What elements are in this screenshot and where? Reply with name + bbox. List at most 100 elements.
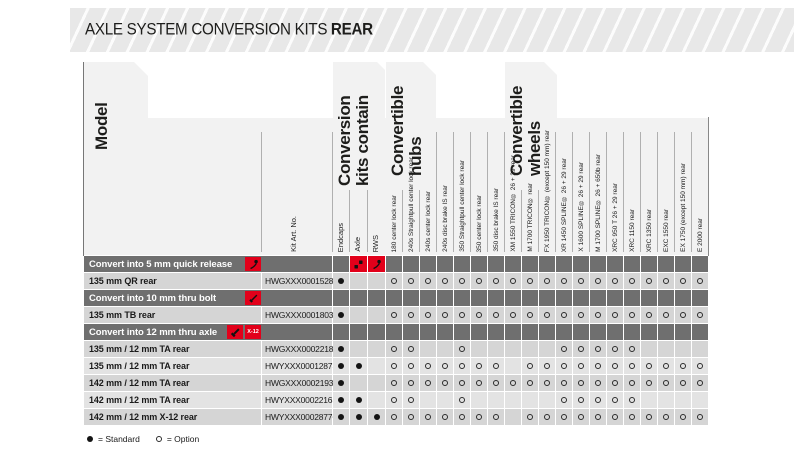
- endcaps-cell: [333, 409, 349, 425]
- endcaps-cell: [333, 307, 349, 323]
- section-header-cell: [333, 290, 349, 306]
- option-dot-icon: [680, 414, 686, 420]
- option-cell: [403, 273, 419, 289]
- standard-dot-icon: [338, 278, 344, 284]
- option-cell: [641, 307, 657, 323]
- option-dot-icon: [408, 363, 414, 369]
- option-cell: [590, 375, 606, 391]
- column-divider: [589, 132, 590, 252]
- option-cell: [420, 375, 436, 391]
- option-dot-icon: [612, 312, 618, 318]
- section-header-cell: [488, 290, 504, 306]
- option-dot-icon: [561, 380, 567, 386]
- option-cell: [641, 273, 657, 289]
- section-header-cell: [573, 290, 589, 306]
- option-cell: [420, 273, 436, 289]
- section-header-cell: [573, 324, 589, 340]
- option-dot-icon: [476, 380, 482, 386]
- option-dot-icon: [476, 363, 482, 369]
- option-dot-icon: [476, 278, 482, 284]
- option-cell: [658, 392, 674, 408]
- column-label: X 1600 SPLINE® 26 + 29 rear: [577, 162, 585, 252]
- option-cell: [539, 392, 555, 408]
- option-dot-icon: [561, 278, 567, 284]
- option-cell: [624, 392, 640, 408]
- section-header-cell: [556, 290, 572, 306]
- column-label: XR 1450 SPLINE® 26 + 29 rear: [560, 157, 568, 252]
- section-header-cell: [556, 324, 572, 340]
- option-dot-icon: [680, 380, 686, 386]
- option-cell: [454, 307, 470, 323]
- option-cell: [624, 358, 640, 374]
- section-header-cell: [386, 256, 402, 272]
- option-cell: [641, 392, 657, 408]
- column-divider: [470, 132, 471, 252]
- option-dot-icon: [459, 312, 465, 318]
- option-cell: [505, 273, 521, 289]
- column-divider: [436, 132, 437, 252]
- option-cell: [692, 375, 708, 391]
- option-dot-icon: [527, 414, 533, 420]
- model-column-tab: [84, 62, 148, 119]
- option-dot-icon: [442, 312, 448, 318]
- option-dot-icon: [544, 414, 550, 420]
- option-cell: [573, 358, 589, 374]
- page-title-emphasis: REAR: [330, 20, 373, 39]
- option-cell: [437, 409, 453, 425]
- endcaps-icon: [351, 257, 367, 271]
- column-label: XRC 950 T 26 + 29 rear: [611, 183, 619, 252]
- option-dot-icon: [578, 397, 584, 403]
- art-no-cell: HWYXXX0002216S: [262, 392, 338, 408]
- section-header-cell: [607, 324, 623, 340]
- section-header-cell: [641, 324, 657, 340]
- legend-option-label: = Option: [166, 434, 200, 444]
- option-dot-icon: [663, 312, 669, 318]
- rws-cell: [368, 392, 385, 408]
- option-cell: [590, 392, 606, 408]
- table-right-border: [708, 117, 709, 256]
- option-cell: [386, 409, 402, 425]
- column-divider: [419, 190, 420, 252]
- option-cell: [403, 358, 419, 374]
- option-dot-icon: [595, 414, 601, 420]
- column-divider: [691, 132, 692, 252]
- column-divider: [623, 132, 624, 252]
- option-cell: [607, 358, 623, 374]
- axle-cell: [350, 392, 367, 408]
- option-cell: [556, 392, 572, 408]
- option-cell: [437, 375, 453, 391]
- column-label: E 2000 rear: [696, 218, 704, 252]
- option-cell: [471, 273, 487, 289]
- section-header-cell: [675, 290, 691, 306]
- x12-label: X-12: [247, 329, 259, 335]
- option-cell: [403, 409, 419, 425]
- section-header-cell: [607, 256, 623, 272]
- column-divider: [657, 132, 658, 252]
- option-cell: [539, 273, 555, 289]
- option-cell: [488, 341, 504, 357]
- option-dot-icon: [663, 380, 669, 386]
- section-header-cell: [607, 290, 623, 306]
- column-divider: [332, 132, 333, 252]
- standard-dot-icon: [338, 380, 344, 386]
- column-label: 350 Straightpull center lock rear: [458, 160, 466, 252]
- column-divider: [367, 190, 368, 252]
- column-label: 350 disc brake IS rear: [492, 188, 500, 252]
- header-band: Kit Art. No. Endcaps Axle RWS 180 center lo…: [84, 118, 708, 255]
- option-dot-icon: [459, 414, 465, 420]
- section-header-cell: [539, 256, 555, 272]
- option-cell: [522, 307, 538, 323]
- section-header-cell: [675, 324, 691, 340]
- section-header-cell: [350, 324, 367, 340]
- option-cell: [590, 341, 606, 357]
- column-label: 240s disc brake IS rear: [441, 185, 449, 252]
- section-header-cell: [675, 256, 691, 272]
- section-header-row: Convert into 10 mm thru bolt: [84, 290, 332, 306]
- option-dot-icon: [595, 380, 601, 386]
- section-header-cell: [658, 290, 674, 306]
- qr-lever-icon: [369, 257, 385, 271]
- axle-cell: [350, 358, 367, 374]
- option-dot-icon: [459, 363, 465, 369]
- option-dot-icon: [425, 414, 431, 420]
